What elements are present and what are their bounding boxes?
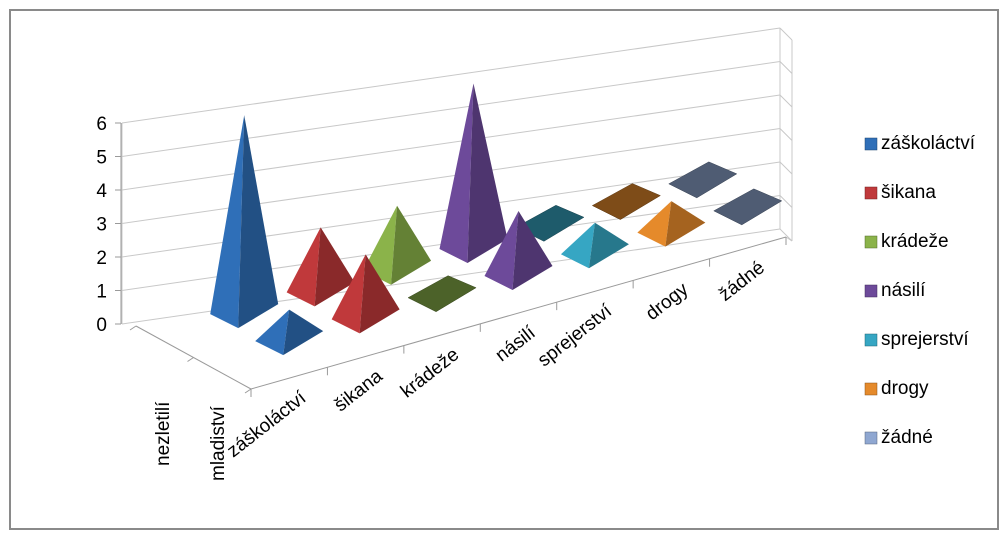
series-label: mladiství	[208, 405, 229, 481]
pyramid-mladistvi-6-flat	[713, 188, 783, 226]
pyramid-mladistvi-2	[407, 275, 477, 312]
legend-label: sprejerství	[881, 329, 969, 350]
y-tick-label: 1	[96, 282, 107, 303]
pyramid-nezletili-3-face-right	[467, 83, 508, 263]
legend-label: násilí	[881, 280, 926, 301]
pyramid-mladistvi-3	[484, 211, 553, 290]
pyramid-nezletili-3-face-left	[439, 83, 474, 263]
gridline-side	[779, 128, 793, 141]
y-tick-label: 6	[96, 114, 107, 135]
y-axis: 0 1 2 3 4 5 6	[96, 114, 122, 336]
category-label: sprejerství	[534, 300, 617, 371]
gridline	[121, 94, 781, 191]
pyramid-mladistvi-4-face-right	[588, 222, 629, 269]
legend-label: šikana	[881, 182, 936, 203]
legend-label: drogy	[881, 378, 929, 399]
pyramid-mladistvi-5-face-right	[665, 201, 706, 247]
pyramid-mladistvi-2-flat	[407, 275, 477, 312]
pyramid-mladistvi-0-face-right	[283, 309, 324, 356]
pyramid-nezletili-4	[515, 205, 585, 242]
floor-side-edge	[785, 236, 793, 242]
legend-swatch	[864, 186, 878, 200]
chart-pyramids	[210, 83, 783, 356]
floor-front-edge	[250, 236, 787, 390]
y-tick-label: 5	[96, 148, 107, 169]
legend-label: krádeže	[881, 231, 949, 252]
pyramid-mladistvi-4-face-left	[560, 222, 595, 269]
series-label: nezletilí	[153, 401, 174, 466]
gridline-side	[779, 228, 793, 242]
pyramid-nezletili-0	[210, 115, 279, 329]
pyramid-mladistvi-4	[560, 222, 629, 269]
y-tick-label: 4	[96, 181, 107, 202]
pyramid-nezletili-1-face-left	[286, 227, 321, 307]
pyramid-nezletili-1	[286, 227, 355, 307]
pyramid-mladistvi-3-face-left	[484, 211, 519, 290]
category-label: drogy	[642, 279, 693, 325]
gridline	[121, 61, 781, 157]
gridline-side	[779, 195, 793, 208]
pyramid-mladistvi-1-face-left	[331, 254, 366, 334]
depth-tick	[244, 388, 252, 394]
pyramid-nezletili-6	[668, 161, 738, 199]
depth-tick	[129, 325, 137, 331]
legend-swatch	[864, 284, 878, 298]
pyramid-mladistvi-0	[255, 309, 324, 356]
gridline-side	[779, 161, 793, 175]
pyramid-mladistvi-1-face-right	[359, 254, 400, 334]
pyramid-nezletili-4-flat	[515, 205, 585, 242]
legend-label: žádné	[881, 427, 933, 448]
category-label: žádné	[715, 257, 769, 305]
legend-swatch	[864, 235, 878, 249]
gridline-side	[779, 61, 793, 74]
pyramid-mladistvi-5	[637, 201, 706, 247]
legend-swatch	[864, 333, 878, 347]
y-tick-label: 3	[96, 215, 107, 236]
pyramid-nezletili-5	[591, 183, 661, 220]
pyramid-mladistvi-6	[713, 188, 783, 226]
legend-swatch	[864, 431, 878, 445]
y-tick-label: 0	[96, 315, 107, 336]
y-tick-label: 2	[96, 248, 107, 269]
category-label: krádeže	[397, 344, 463, 402]
pyramid-mladistvi-0-face-left	[255, 309, 290, 356]
pyramid-mladistvi-5-face-left	[637, 201, 672, 247]
pyramid-nezletili-2-face-right	[391, 205, 432, 285]
pyramid-nezletili-6-flat	[668, 161, 738, 199]
legend-swatch	[864, 382, 878, 396]
gridline-side	[779, 94, 793, 108]
category-label: šikana	[331, 366, 388, 417]
series-labels: nezletilí mladiství	[153, 401, 229, 481]
category-label: záškoláctví	[223, 387, 311, 462]
gridline-side	[779, 27, 793, 41]
pyramid-nezletili-0-face-right	[238, 115, 279, 329]
chart-legend: záškoláctví šikana krádeže násilí sprejerstv…	[864, 133, 976, 448]
pyramid-nezletili-0-face-left	[210, 115, 245, 329]
category-label: násilí	[492, 322, 540, 366]
pyramid-mladistvi-1	[331, 254, 400, 334]
pyramid-nezletili-3	[439, 83, 508, 263]
pyramid-mladistvi-3-face-right	[512, 211, 553, 290]
chart-floor	[129, 236, 793, 397]
pyramid-nezletili-5-flat	[591, 183, 661, 220]
legend-swatch	[864, 137, 878, 151]
gridline	[121, 27, 781, 124]
pyramid-nezletili-1-face-right	[314, 227, 355, 307]
depth-tick	[187, 357, 194, 362]
legend-label: záškoláctví	[881, 133, 976, 154]
